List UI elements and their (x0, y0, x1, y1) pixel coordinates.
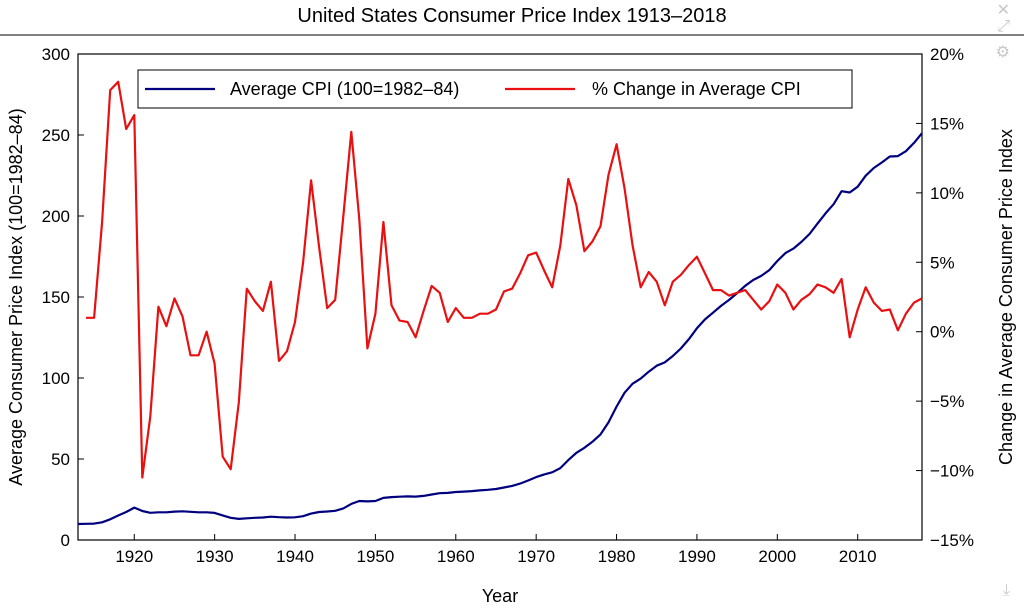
x-tick-label: 2010 (839, 547, 877, 566)
x-tick-label: 1930 (196, 547, 234, 566)
x-axis-title: Year (482, 586, 518, 606)
x-tick-label: 1940 (276, 547, 314, 566)
plot-area (77, 53, 923, 541)
legend-label-average-cpi: Average CPI (100=1982–84) (230, 79, 459, 99)
y-right-tick-label: 15% (930, 114, 964, 133)
x-tick-label: 2000 (758, 547, 796, 566)
x-tick-label: 1980 (598, 547, 636, 566)
y-right-tick-label: 10% (930, 184, 964, 203)
gear-icon[interactable]: ⚙ (995, 42, 1010, 61)
y-right-tick-label: −5% (930, 392, 965, 411)
y-right-tick-label: −10% (930, 462, 974, 481)
series-line-average-cpi (77, 132, 923, 526)
y-left-tick-label: 300 (42, 45, 70, 64)
y-left-tick-label: 150 (42, 288, 70, 307)
close-icon[interactable]: ✕ (996, 0, 1010, 19)
y-left-tick-label: 0 (61, 531, 70, 550)
y-right-tick-label: 0% (930, 323, 955, 342)
x-tick-label: 1970 (517, 547, 555, 566)
x-tick-label: 1950 (356, 547, 394, 566)
legend: Average CPI (100=1982–84) % Change in Av… (137, 69, 853, 109)
x-tick-label: 1960 (437, 547, 475, 566)
y-left-tick-label: 200 (42, 207, 70, 226)
y-axis-left-title: Average Consumer Price Index (100=1982–8… (6, 108, 26, 485)
x-tick-label: 1920 (115, 547, 153, 566)
y-left-tick-label: 100 (42, 369, 70, 388)
series-layer (77, 80, 923, 526)
download-icon[interactable]: ⤓ (1002, 580, 1010, 599)
ticks-layer: 1920 1930 1940 1950 1960 1970 1980 1990 2000 2010… (42, 45, 974, 566)
y-right-tick-label: −15% (930, 531, 974, 550)
chart-title: United States Consumer Price Index 1913–… (297, 5, 726, 27)
series-line-percent-change (86, 80, 923, 479)
y-right-tick-label: 5% (930, 253, 955, 272)
y-left-tick-label: 250 (42, 126, 70, 145)
y-left-tick-label: 50 (51, 450, 70, 469)
y-axis-right-title: Change in Average Consumer Price Index (996, 129, 1016, 465)
y-right-tick-label: 20% (930, 45, 964, 64)
expand-icon[interactable]: ⤢ (997, 16, 1010, 35)
legend-box (137, 69, 853, 109)
x-tick-label: 1990 (678, 547, 716, 566)
legend-label-percent-change: % Change in Average CPI (592, 79, 801, 99)
